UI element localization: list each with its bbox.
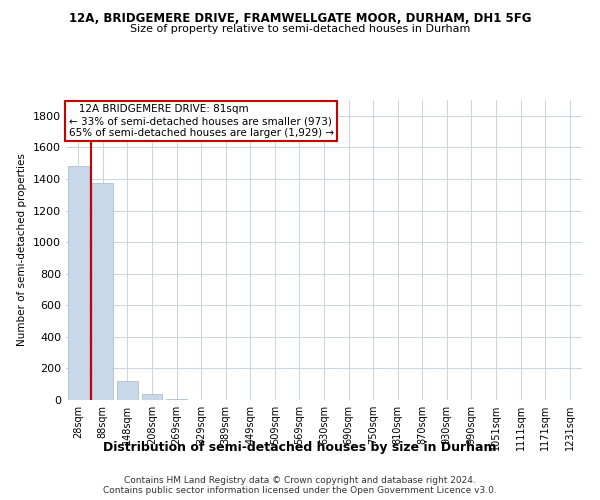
Text: Size of property relative to semi-detached houses in Durham: Size of property relative to semi-detach… — [130, 24, 470, 34]
Text: Distribution of semi-detached houses by size in Durham: Distribution of semi-detached houses by … — [103, 441, 497, 454]
Bar — [117, 381, 138, 400]
Text: Contains public sector information licensed under the Open Government Licence v3: Contains public sector information licen… — [103, 486, 497, 495]
Bar — [166, 398, 187, 400]
Bar — [92, 183, 113, 400]
Text: 12A, BRIDGEMERE DRIVE, FRAMWELLGATE MOOR, DURHAM, DH1 5FG: 12A, BRIDGEMERE DRIVE, FRAMWELLGATE MOOR… — [69, 12, 531, 26]
Text: 12A BRIDGEMERE DRIVE: 81sqm
← 33% of semi-detached houses are smaller (973)
65% : 12A BRIDGEMERE DRIVE: 81sqm ← 33% of sem… — [68, 104, 334, 138]
Y-axis label: Number of semi-detached properties: Number of semi-detached properties — [17, 154, 28, 346]
Bar — [68, 166, 89, 400]
Text: Contains HM Land Registry data © Crown copyright and database right 2024.: Contains HM Land Registry data © Crown c… — [124, 476, 476, 485]
Bar — [142, 394, 163, 400]
